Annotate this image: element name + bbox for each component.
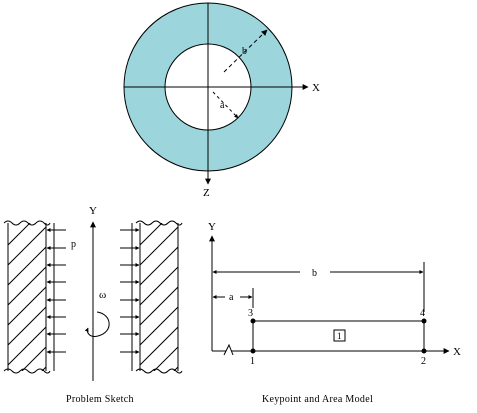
z-axis-label: Z [203, 187, 210, 199]
pressure-label: p [71, 239, 76, 250]
keypoint-3 [250, 318, 256, 324]
dim-a-label: a [229, 292, 234, 303]
radius-a-label: a [220, 100, 225, 111]
sketch-y-label: Y [89, 205, 97, 217]
area-label-box [333, 329, 346, 342]
keypoint-4 [421, 318, 427, 324]
omega-label: ω [99, 289, 106, 301]
model-x-label: X [453, 346, 461, 358]
area-label: 1 [337, 331, 342, 341]
x-axis-label: X [312, 82, 320, 94]
pressure-arrows-right [120, 228, 140, 354]
right-wall [135, 220, 183, 374]
radius-b-label: b [242, 46, 247, 57]
area-rectangle [252, 320, 425, 352]
keypoint-1 [250, 348, 256, 354]
radius-b-line [223, 29, 268, 73]
pressure-arrows-left [46, 228, 66, 354]
keypoint-2-label: 2 [421, 356, 426, 367]
keypoint-model-caption: Keypoint and Area Model [262, 394, 373, 405]
keypoint-model: Y X 1 2 3 4 1 b a Keypoint and Area Mode… [208, 221, 461, 405]
keypoint-4-label: 4 [420, 308, 425, 319]
annulus-figure: X Z b a [123, 2, 320, 199]
left-wall [3, 220, 51, 374]
keypoint-2 [421, 348, 427, 354]
axis-break-mark [223, 343, 234, 356]
problem-sketch-caption: Problem Sketch [66, 394, 134, 405]
keypoint-1-label: 1 [250, 356, 255, 367]
rotation-arrow [84, 311, 110, 337]
model-y-label: Y [208, 221, 216, 233]
radius-a-line [212, 91, 239, 119]
dim-b-label: b [312, 268, 317, 279]
keypoint-3-label: 3 [248, 308, 253, 319]
problem-sketch: p Y ω Problem Sketch [3, 205, 183, 405]
